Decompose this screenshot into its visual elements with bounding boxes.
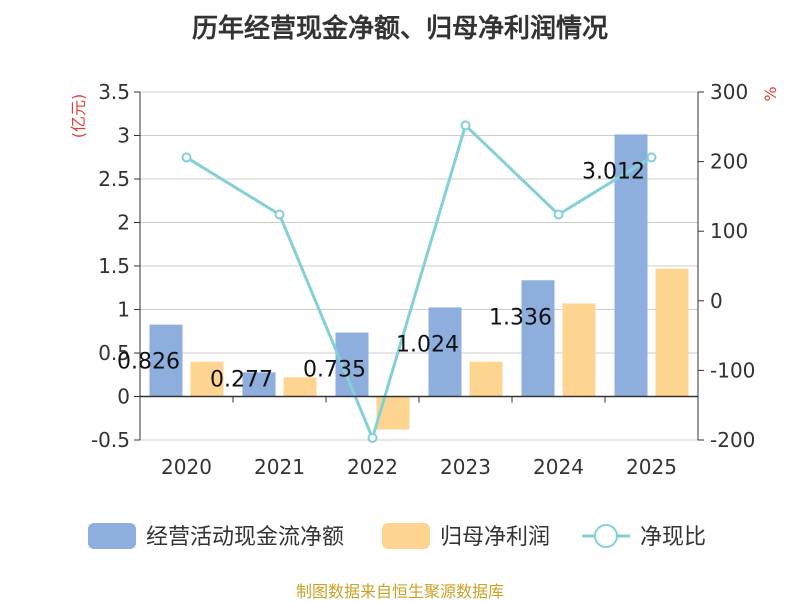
left-unit-label: (亿元) xyxy=(69,94,88,139)
legend-operating-cashflow: 经营活动现金流净额 xyxy=(88,523,344,550)
category-label: 2021 xyxy=(254,455,305,479)
bar xyxy=(469,361,503,397)
left-tick-label: 2 xyxy=(117,211,130,235)
category-label: 2020 xyxy=(161,455,212,479)
bar xyxy=(242,372,276,397)
category-label: 2024 xyxy=(533,455,584,479)
category-label: 2025 xyxy=(626,455,677,479)
bar xyxy=(655,268,689,397)
axis-layer: 3.5 3 2.5 2 1.5 1 0.5 0 -0.5 300 200 100 0 -100 -200 (亿… xyxy=(69,80,780,479)
right-tick-label: 300 xyxy=(710,80,748,104)
legend-swatch xyxy=(88,523,136,549)
category-label: 2022 xyxy=(347,455,398,479)
ratio-point xyxy=(460,120,471,131)
left-tick-label: 2.5 xyxy=(98,167,130,191)
bar xyxy=(521,280,555,397)
category-label: 2023 xyxy=(440,455,491,479)
bar xyxy=(190,361,224,397)
left-tick-label: 3.5 xyxy=(98,80,130,104)
bar xyxy=(428,307,462,397)
legend-label: 净现比 xyxy=(640,525,706,550)
right-tick-label: 200 xyxy=(710,150,748,174)
right-unit-label: % xyxy=(761,86,780,101)
data-label: 1.336 xyxy=(489,305,552,330)
data-label: 0.277 xyxy=(210,368,273,393)
left-tick-label: 1.5 xyxy=(98,254,130,278)
legend-label: 经营活动现金流净额 xyxy=(146,525,344,550)
left-tick-label: 0 xyxy=(117,385,130,409)
data-label: 0.735 xyxy=(303,358,366,383)
data-label: 0.826 xyxy=(117,350,180,375)
ratio-point xyxy=(553,209,564,220)
right-tick-label: -100 xyxy=(710,358,755,382)
right-tick-label: -200 xyxy=(710,428,755,452)
label-layer: 0.826 0.277 0.735 1.024 1.336 3.012 xyxy=(117,159,645,392)
bar-layer xyxy=(149,134,689,430)
right-tick-label: 100 xyxy=(710,219,748,243)
bar xyxy=(283,377,317,397)
right-tick-label: 0 xyxy=(710,289,723,313)
left-tick-label: -0.5 xyxy=(91,428,130,452)
ratio-line xyxy=(185,122,653,443)
left-tick-label: 0.5 xyxy=(98,341,130,365)
ratio-point xyxy=(274,209,285,220)
legend-label: 归母净利润 xyxy=(440,525,550,550)
data-label: 3.012 xyxy=(582,159,645,184)
legend-net-profit: 归母净利润 xyxy=(382,523,550,550)
ratio-point xyxy=(646,152,657,163)
ratio-point xyxy=(181,152,192,163)
legend-swatch xyxy=(382,523,430,549)
bar xyxy=(562,303,596,397)
left-tick-label: 3 xyxy=(117,124,130,148)
line-layer xyxy=(181,120,657,443)
legend-ratio: 净现比 xyxy=(582,524,706,550)
legend: 经营活动现金流净额 归母净利润 净现比 xyxy=(88,523,706,550)
left-tick-label: 1 xyxy=(117,298,130,322)
bar xyxy=(149,324,183,397)
chart-title: 历年经营现金净额、归母净利润情况 xyxy=(191,14,608,44)
source-footer: 制图数据来自恒生聚源数据库 xyxy=(295,582,504,601)
ratio-point xyxy=(367,432,378,443)
data-label: 1.024 xyxy=(396,332,459,357)
legend-marker xyxy=(594,524,618,548)
